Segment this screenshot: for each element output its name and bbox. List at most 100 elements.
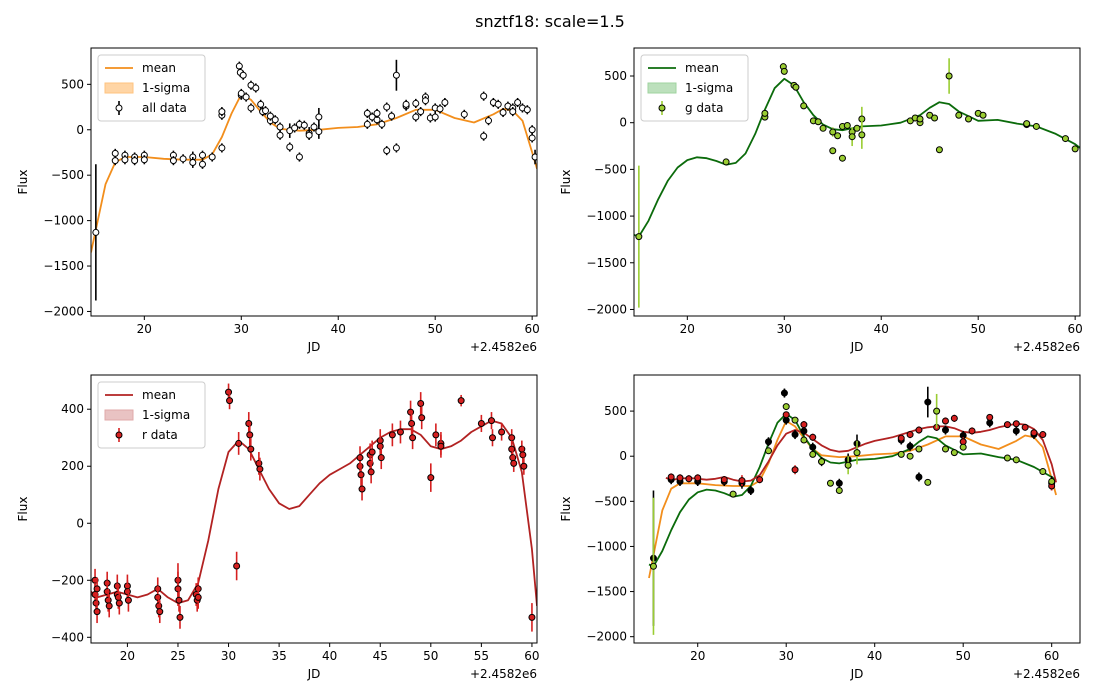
data-point	[945, 72, 953, 80]
data-point	[509, 108, 517, 116]
data-point	[1071, 145, 1079, 153]
x-tick-label: 35	[271, 649, 286, 663]
data-point	[131, 157, 139, 165]
data-point	[103, 588, 111, 596]
data-point	[422, 97, 429, 105]
data-point	[931, 114, 939, 122]
data-point	[286, 143, 294, 151]
legend-marker-swatch	[115, 104, 123, 112]
y-tick-label: 500	[604, 69, 627, 83]
point-group-2	[649, 393, 1056, 635]
y-tick-label: −1000	[586, 539, 627, 553]
chart-panel-r: 20 25 30 35 40 45 50 55 60 −400 −200 0 200 400 JD Flux +…	[16, 374, 540, 681]
data-point	[376, 442, 384, 450]
x-tick-label: 20	[690, 649, 705, 663]
y-tick-label: −1000	[586, 209, 627, 223]
data-point	[528, 134, 536, 142]
legend: mean 1-sigma all data	[97, 54, 206, 122]
data-point	[941, 417, 949, 425]
data-point	[441, 99, 449, 107]
y-tick-label: 0	[619, 449, 627, 463]
data-point	[950, 414, 958, 422]
chart-panel-all: 20 30 40 50 60 −2000 −1500 −1000 −500 0 500 JD Flux +…	[16, 47, 540, 354]
data-point	[436, 105, 444, 113]
legend-band-swatch	[647, 82, 677, 94]
data-point	[858, 131, 866, 139]
point-group-0	[91, 383, 536, 632]
x-tick-label: 60	[525, 322, 540, 336]
data-point	[114, 593, 122, 601]
x-offset-label: +2.4582e6	[1013, 340, 1080, 354]
data-point	[765, 438, 773, 446]
legend-band-swatch	[104, 409, 134, 421]
data-point	[255, 459, 263, 467]
point-group-0	[649, 386, 1056, 626]
data-point	[266, 112, 274, 120]
data-point	[480, 132, 488, 140]
data-point	[853, 449, 861, 457]
data-point	[363, 109, 371, 117]
data-point	[176, 613, 184, 621]
y-tick-label: 0	[76, 123, 84, 137]
chart-panel-g: 20 30 40 50 60 −2000 −1500 −1000 −500 0 500 JD Flux +…	[559, 47, 1083, 354]
data-point	[924, 478, 932, 486]
data-point	[508, 445, 516, 453]
y-tick-label: −500	[594, 494, 627, 508]
x-tick-label: 60	[1044, 649, 1059, 663]
data-point	[819, 124, 827, 132]
data-point	[722, 158, 730, 166]
data-point	[838, 154, 846, 162]
data-point	[520, 462, 528, 470]
plot-area	[91, 383, 537, 632]
x-tick-label: 30	[221, 649, 236, 663]
x-tick-label: 60	[524, 649, 539, 663]
data-point	[528, 126, 536, 134]
data-point	[800, 427, 808, 435]
data-point	[199, 160, 206, 168]
y-tick-label: 0	[76, 516, 84, 530]
data-point	[514, 99, 522, 107]
x-tick-label: 30	[779, 649, 794, 663]
x-offset-label: +2.4582e6	[1013, 667, 1080, 681]
data-point	[237, 89, 245, 97]
data-point	[305, 131, 313, 139]
chart-panel-combined: 20 30 40 50 60 −2000 −1500 −1000 −500 0 500 JD Flux +…	[559, 374, 1081, 681]
data-point	[218, 144, 226, 152]
data-point	[315, 128, 323, 136]
data-point	[916, 115, 924, 123]
data-point	[965, 115, 972, 123]
data-point	[315, 113, 323, 121]
data-point	[782, 411, 790, 419]
data-point	[853, 124, 861, 132]
x-tick-label: 50	[428, 322, 443, 336]
legend-box	[97, 54, 206, 122]
data-point	[1003, 454, 1011, 462]
data-point	[418, 414, 426, 422]
data-point	[1023, 120, 1031, 128]
data-point	[809, 443, 817, 451]
data-point	[499, 109, 507, 117]
series-line-mean-r	[665, 422, 1057, 483]
plot-area	[634, 58, 1080, 308]
x-tick-label: 55	[474, 649, 489, 663]
data-point	[935, 146, 943, 154]
data-point	[915, 445, 923, 453]
data-point	[1061, 135, 1069, 143]
data-point	[782, 403, 790, 411]
y-tick-label: −2000	[586, 630, 627, 644]
y-tick-label: −200	[51, 573, 84, 587]
y-tick-label: −1000	[43, 214, 84, 228]
data-point	[271, 116, 279, 124]
data-point	[941, 426, 949, 434]
y-tick-label: −1500	[586, 256, 627, 270]
point-group-0	[635, 58, 1079, 308]
data-point	[986, 413, 994, 421]
data-point	[169, 157, 177, 165]
data-point	[818, 458, 826, 466]
y-tick-label: −500	[594, 162, 627, 176]
data-point	[694, 474, 702, 482]
data-point	[111, 149, 119, 157]
y-axis-label: Flux	[559, 170, 573, 195]
x-tick-label: 40	[322, 649, 337, 663]
axes-frame	[633, 374, 1081, 644]
